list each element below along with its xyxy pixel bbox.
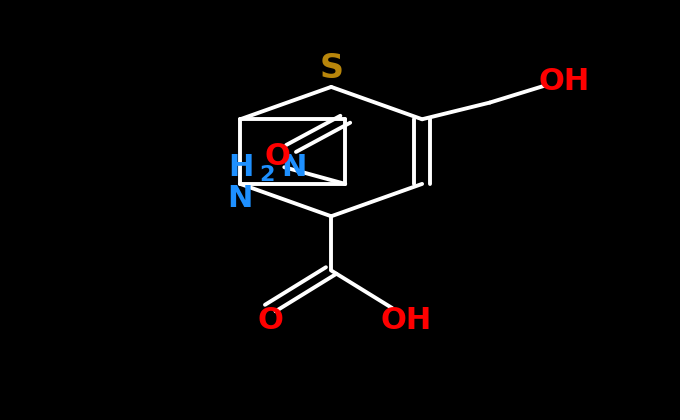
Text: 2: 2 bbox=[260, 165, 275, 185]
Text: OH: OH bbox=[539, 67, 590, 96]
Text: N: N bbox=[281, 153, 306, 182]
Text: O: O bbox=[257, 306, 283, 335]
Text: H: H bbox=[228, 153, 254, 182]
Text: S: S bbox=[319, 52, 343, 85]
Text: O: O bbox=[265, 142, 290, 171]
Text: N: N bbox=[228, 184, 253, 213]
Text: OH: OH bbox=[380, 306, 431, 335]
